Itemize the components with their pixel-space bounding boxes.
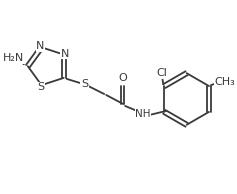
Text: CH₃: CH₃ <box>214 77 235 87</box>
Text: S: S <box>37 82 44 92</box>
Text: H₂N: H₂N <box>3 53 24 63</box>
Text: Cl: Cl <box>157 68 168 78</box>
Text: N: N <box>36 41 45 51</box>
Text: O: O <box>119 73 128 83</box>
Text: N: N <box>60 48 69 59</box>
Text: NH: NH <box>135 109 151 119</box>
Text: S: S <box>81 79 88 89</box>
